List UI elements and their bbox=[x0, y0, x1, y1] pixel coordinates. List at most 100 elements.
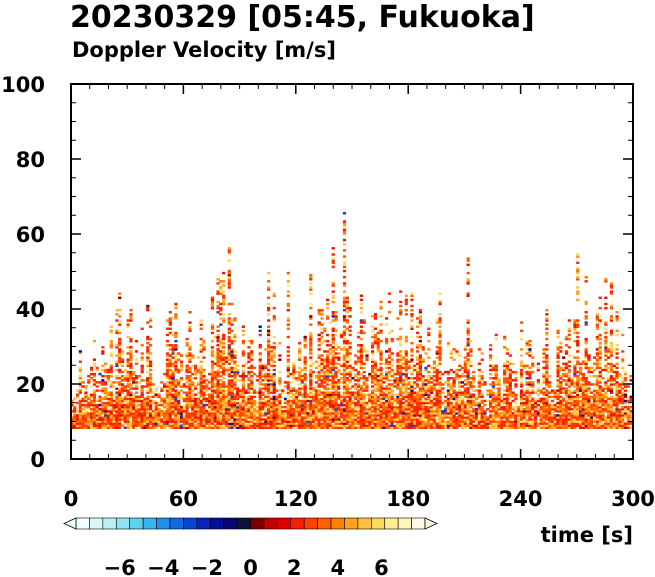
heatmap-cell bbox=[466, 416, 470, 419]
heatmap-cell bbox=[432, 424, 437, 427]
heatmap-cell bbox=[348, 410, 352, 413]
heatmap-cell bbox=[334, 397, 338, 401]
heatmap-cell bbox=[517, 416, 521, 419]
heatmap-cell bbox=[326, 403, 330, 407]
heatmap-cell bbox=[376, 389, 380, 392]
heatmap-cell bbox=[179, 366, 184, 370]
heatmap-cell bbox=[396, 407, 400, 411]
heatmap-cell bbox=[309, 339, 313, 343]
heatmap-cell bbox=[227, 354, 231, 357]
heatmap-cell bbox=[213, 389, 217, 392]
heatmap-cell bbox=[87, 416, 91, 419]
heatmap-cell bbox=[317, 397, 321, 401]
heatmap-cell bbox=[303, 339, 307, 343]
heatmap-cell bbox=[165, 344, 170, 347]
heatmap-cell bbox=[393, 372, 397, 376]
heatmap-cell bbox=[247, 416, 251, 419]
heatmap-cell bbox=[539, 422, 543, 425]
heatmap-cell bbox=[216, 335, 220, 339]
heatmap-cell bbox=[267, 377, 271, 380]
heatmap-cell bbox=[466, 393, 470, 396]
heatmap-cell bbox=[168, 420, 172, 423]
heatmap-cell bbox=[503, 337, 507, 341]
heatmap-cell bbox=[264, 377, 268, 380]
heatmap-cell bbox=[387, 348, 392, 351]
heatmap-cell bbox=[359, 407, 363, 411]
heatmap-cell bbox=[362, 381, 366, 384]
heatmap-cell bbox=[289, 426, 293, 429]
heatmap-cell bbox=[303, 424, 307, 427]
heatmap-cell bbox=[250, 414, 254, 417]
heatmap-cell bbox=[78, 424, 82, 427]
heatmap-cell bbox=[286, 399, 290, 403]
heatmap-cell bbox=[376, 418, 380, 421]
heatmap-cell bbox=[432, 426, 437, 429]
heatmap-cell bbox=[376, 385, 380, 388]
heatmap-cell bbox=[326, 370, 330, 374]
heatmap-cell bbox=[185, 356, 189, 359]
heatmap-cell bbox=[519, 412, 524, 415]
heatmap-cell bbox=[494, 416, 498, 419]
heatmap-cell bbox=[533, 403, 538, 407]
heatmap-cell bbox=[351, 391, 355, 394]
heatmap-cell bbox=[326, 354, 330, 357]
heatmap-cell bbox=[497, 414, 501, 417]
heatmap-cell bbox=[536, 362, 541, 366]
heatmap-cell bbox=[129, 374, 133, 378]
heatmap-cell bbox=[542, 366, 546, 370]
heatmap-cell bbox=[295, 397, 299, 401]
heatmap-cell bbox=[435, 321, 439, 324]
heatmap-cell bbox=[267, 319, 271, 322]
heatmap-cell bbox=[230, 366, 234, 370]
heatmap-cell bbox=[418, 354, 422, 357]
heatmap-cell bbox=[489, 393, 493, 396]
heatmap-cell bbox=[356, 391, 361, 394]
heatmap-cell bbox=[334, 422, 338, 425]
heatmap-cell bbox=[382, 424, 386, 427]
heatmap-cell bbox=[264, 385, 268, 388]
heatmap-cell bbox=[101, 416, 105, 419]
heatmap-cell bbox=[106, 412, 111, 415]
heatmap-cell bbox=[396, 377, 400, 380]
heatmap-cell bbox=[222, 313, 226, 316]
heatmap-cell bbox=[191, 416, 195, 419]
heatmap-cell bbox=[410, 414, 414, 417]
heatmap-cell bbox=[146, 377, 150, 380]
heatmap-cell bbox=[272, 399, 276, 403]
heatmap-cell bbox=[359, 412, 363, 415]
heatmap-cell bbox=[227, 418, 231, 421]
heatmap-cell bbox=[264, 420, 268, 423]
heatmap-cell bbox=[227, 275, 231, 279]
heatmap-cell bbox=[233, 354, 237, 357]
heatmap-cell bbox=[460, 412, 465, 415]
heatmap-cell bbox=[342, 298, 347, 302]
heatmap-cell bbox=[250, 391, 254, 394]
heatmap-cell bbox=[334, 420, 338, 423]
heatmap-cell bbox=[522, 416, 526, 419]
heatmap-cell bbox=[244, 414, 248, 417]
heatmap-cell bbox=[101, 346, 105, 349]
heatmap-cell bbox=[75, 414, 80, 417]
heatmap-cell bbox=[463, 418, 467, 421]
heatmap-cell bbox=[303, 374, 307, 378]
heatmap-cell bbox=[149, 377, 153, 380]
heatmap-cell bbox=[323, 387, 327, 390]
heatmap-cell bbox=[120, 401, 125, 405]
heatmap-cell bbox=[331, 410, 335, 413]
heatmap-cell bbox=[233, 410, 237, 413]
heatmap-cell bbox=[430, 377, 434, 380]
heatmap-cell bbox=[421, 393, 425, 396]
heatmap-cell bbox=[104, 387, 108, 390]
heatmap-cell bbox=[545, 360, 549, 363]
heatmap-cell bbox=[326, 414, 330, 417]
heatmap-cell bbox=[179, 368, 184, 372]
heatmap-cell bbox=[458, 401, 462, 405]
heatmap-cell bbox=[252, 366, 257, 370]
heatmap-cell bbox=[528, 422, 532, 425]
heatmap-cell bbox=[157, 414, 161, 417]
heatmap-cell bbox=[334, 370, 338, 374]
heatmap-cell bbox=[272, 410, 276, 413]
heatmap-cell bbox=[542, 381, 546, 384]
heatmap-cell bbox=[399, 424, 403, 427]
heatmap-cell bbox=[314, 412, 319, 415]
